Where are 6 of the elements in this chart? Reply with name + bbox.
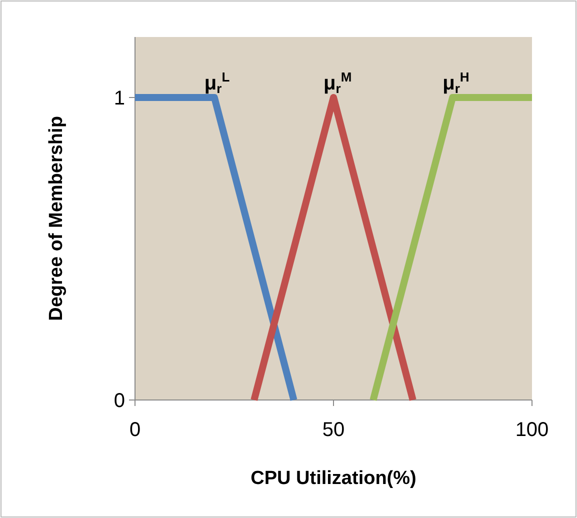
- x-tick-label: 0: [129, 419, 141, 441]
- y-tick-label: 1: [114, 88, 125, 110]
- x-axis-title: CPU Utilization(%): [250, 468, 416, 489]
- y-axis-title: Degree of Membership: [46, 116, 67, 321]
- x-tick-label: 50: [322, 419, 345, 441]
- x-tick-label: 100: [515, 419, 549, 441]
